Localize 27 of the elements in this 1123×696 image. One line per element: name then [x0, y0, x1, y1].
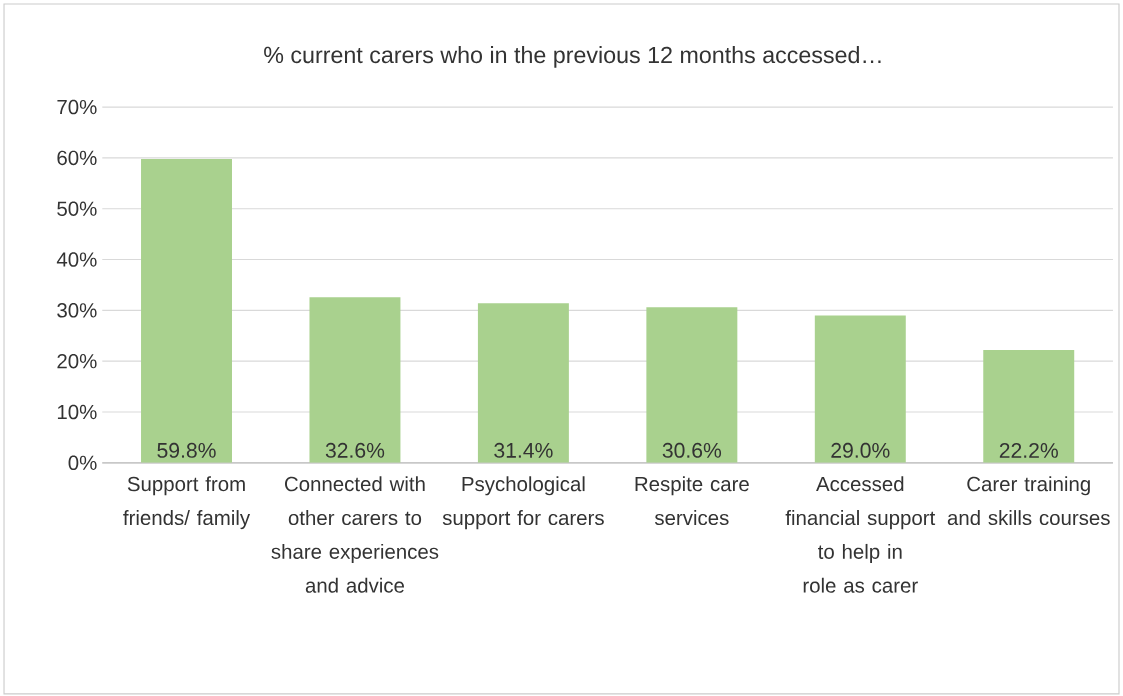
y-tick-label: 40% — [56, 252, 97, 267]
y-tick-label: 70% — [57, 99, 97, 115]
x-tick-label: Respite care services — [635, 476, 749, 526]
y-tick-label: 0% — [68, 455, 97, 471]
x-tick-label: Psychological support for carers — [442, 476, 604, 530]
x-tick-label: Connected with other carers to share experiences and advice — [271, 476, 439, 593]
data-label: 31.4% — [494, 442, 553, 458]
chart-title: % current carers who in the previous 12 months accessed… — [264, 46, 881, 68]
bar — [141, 159, 232, 463]
bar — [983, 350, 1075, 463]
bar — [309, 297, 401, 463]
data-label: 22.2% — [999, 443, 1058, 458]
bar — [646, 307, 738, 463]
data-label: 29.0% — [831, 442, 890, 458]
data-label: 30.6% — [662, 442, 722, 458]
y-tick-label: 10% — [57, 404, 97, 420]
bar — [477, 303, 569, 463]
y-tick-label: 20% — [57, 354, 97, 369]
x-tick-label: Carer training and skills courses — [947, 476, 1110, 526]
data-label: 59.8% — [157, 442, 216, 458]
data-label: 32.6% — [325, 442, 385, 458]
bar — [814, 315, 906, 463]
x-tick-label: Accessed financial support to help in role as carer — [785, 476, 936, 593]
y-tick-label: 30% — [57, 303, 97, 318]
x-tick-label: Support from friends/ family — [123, 476, 251, 530]
y-tick-label: 50% — [57, 201, 97, 217]
y-tick-label: 60% — [57, 150, 97, 166]
